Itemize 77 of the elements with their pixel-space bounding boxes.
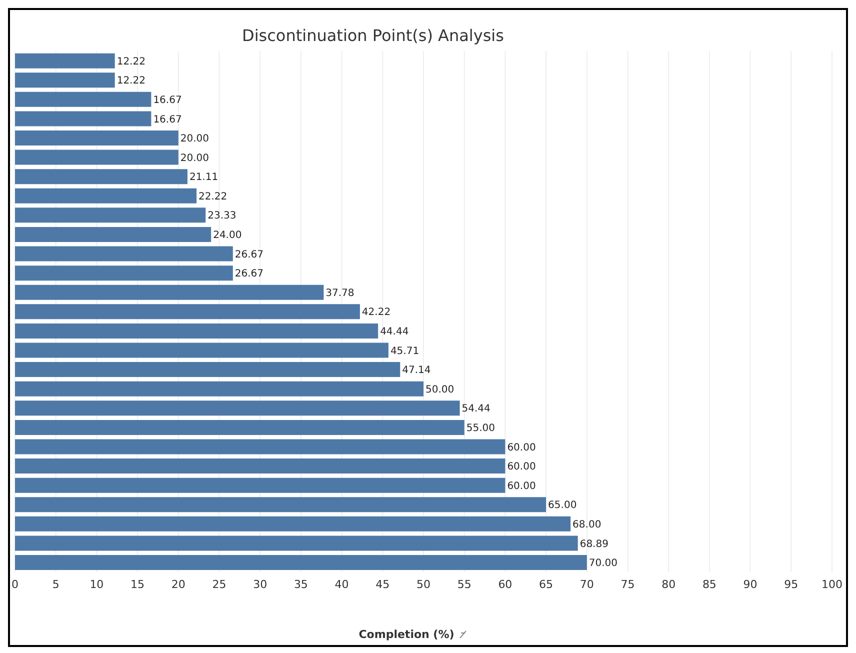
x-tick-label: 100 [822, 578, 842, 591]
data-label: 37.78 [326, 288, 354, 299]
data-label: 23.33 [208, 210, 236, 222]
data-label: 16.67 [153, 114, 182, 126]
data-label: 45.71 [390, 346, 420, 357]
x-tick-label: 40 [334, 578, 349, 591]
data-label: 65.00 [548, 500, 577, 512]
x-tick-label: 95 [784, 578, 798, 591]
data-label: 68.89 [580, 538, 608, 550]
bar [15, 536, 578, 551]
x-tick-label: 35 [294, 578, 308, 591]
x-tick-label: 85 [702, 578, 716, 591]
data-label: 26.67 [234, 268, 264, 280]
bar [15, 478, 506, 493]
data-label: 60.00 [507, 462, 536, 473]
data-label: 42.22 [362, 307, 391, 318]
x-tick-label: 70 [580, 578, 594, 591]
x-tick-label: 60 [498, 578, 512, 591]
x-tick-label: 15 [130, 578, 145, 591]
data-label: 47.14 [402, 365, 431, 376]
x-tick-label: 25 [212, 578, 226, 591]
x-tick-label: 55 [457, 578, 472, 591]
data-label: 20.00 [180, 152, 210, 164]
x-tick-label: 45 [376, 578, 390, 591]
data-label: 21.11 [189, 172, 218, 184]
x-tick-label: 5 [52, 578, 60, 591]
data-label: 54.44 [462, 404, 490, 415]
bar [15, 188, 197, 204]
bar [15, 362, 400, 378]
chart-title: Discontinuation Point(s) Analysis [241, 26, 505, 45]
x-tick-label: 65 [539, 578, 554, 591]
bar [15, 555, 587, 570]
bar [15, 226, 212, 242]
bar [15, 208, 206, 223]
bar [15, 266, 233, 281]
bar [15, 458, 506, 474]
data-label: 12.22 [116, 76, 146, 87]
data-label: 26.67 [234, 249, 264, 260]
x-tick-label: 20 [171, 578, 186, 591]
x-tick-label: 10 [90, 578, 104, 591]
bar [15, 169, 188, 184]
x-tick-label: 90 [743, 578, 758, 591]
bar [15, 304, 360, 320]
data-label: 60.00 [507, 442, 536, 454]
bar [15, 72, 115, 88]
bar [15, 150, 178, 165]
bar [15, 497, 546, 512]
data-label: 60.00 [507, 480, 536, 492]
x-tick-label: 75 [620, 578, 635, 591]
data-label: 24.00 [213, 230, 242, 242]
bar [15, 246, 233, 262]
bar [15, 53, 115, 68]
data-label: 12.22 [116, 56, 146, 68]
bar [15, 323, 378, 338]
bar [15, 420, 464, 435]
bar [15, 342, 388, 358]
bar [15, 381, 424, 396]
data-label: 44.44 [380, 326, 409, 338]
data-label: 20.00 [180, 134, 210, 145]
x-tick-label: 30 [253, 578, 268, 591]
bar [15, 111, 152, 126]
bar [15, 130, 178, 146]
data-label: 55.00 [466, 422, 495, 434]
data-label: 68.00 [572, 519, 602, 530]
x-tick-label: 50 [416, 578, 430, 591]
data-label: 16.67 [153, 94, 182, 106]
x-tick-label: 0 [12, 578, 18, 591]
bar [15, 92, 152, 107]
data-label: 70.00 [588, 558, 618, 570]
data-label: 22.22 [198, 191, 228, 202]
bar [15, 516, 571, 532]
bar [15, 400, 460, 416]
x-tick-label: 80 [662, 578, 676, 591]
x-axis-title: Completion (%) [358, 628, 454, 641]
bar [15, 284, 324, 300]
bar [15, 439, 506, 454]
data-label: 50.00 [426, 384, 454, 396]
